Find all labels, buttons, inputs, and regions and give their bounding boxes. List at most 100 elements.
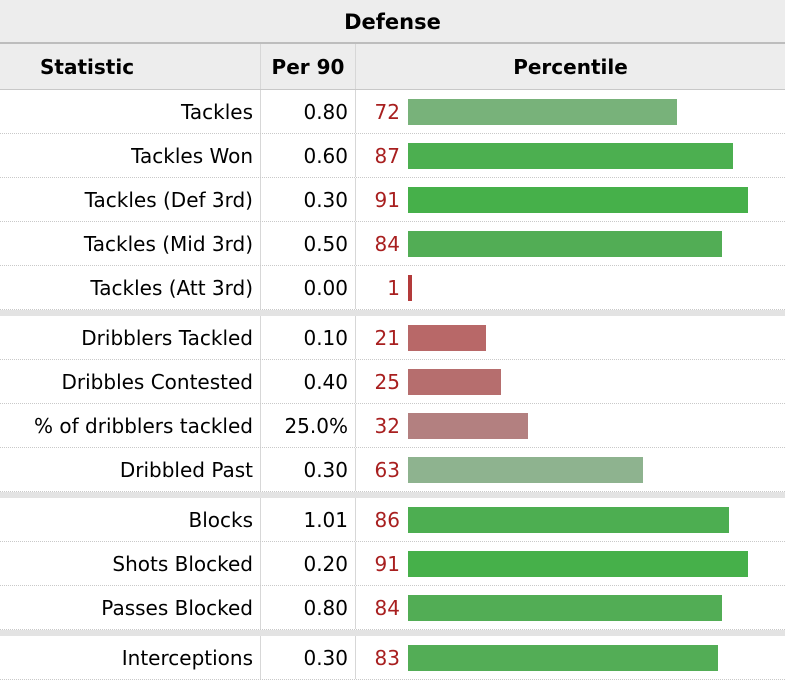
column-header-percentile[interactable]: Percentile bbox=[513, 55, 628, 79]
percentile-cell: 72 bbox=[356, 90, 785, 133]
statistic-label: Tackles (Def 3rd) bbox=[0, 178, 261, 221]
percentile-value: 1 bbox=[387, 276, 400, 300]
percentile-cell: 21 bbox=[356, 316, 785, 359]
table-row: Dribbled Past 0.30 63 bbox=[0, 448, 785, 492]
percentile-bar bbox=[408, 187, 748, 213]
percentile-cell: 86 bbox=[356, 498, 785, 541]
group-separator bbox=[0, 310, 785, 316]
percentile-bar-track bbox=[408, 275, 755, 301]
percentile-value: 84 bbox=[374, 596, 400, 620]
percentile-value: 25 bbox=[374, 370, 400, 394]
statistic-label: Dribblers Tackled bbox=[0, 316, 261, 359]
percentile-cell: 84 bbox=[356, 586, 785, 629]
per90-value: 0.30 bbox=[261, 178, 356, 221]
table-row: Interceptions 0.30 83 bbox=[0, 636, 785, 680]
percentile-bar-track bbox=[408, 413, 755, 439]
percentile-bar-track bbox=[408, 645, 755, 671]
percentile-value: 63 bbox=[374, 458, 400, 482]
percentile-value: 21 bbox=[374, 326, 400, 350]
percentile-value: 84 bbox=[374, 232, 400, 256]
per90-value: 0.10 bbox=[261, 316, 356, 359]
percentile-bar bbox=[408, 99, 677, 125]
group-separator bbox=[0, 492, 785, 498]
table-row: Passes Blocked 0.80 84 bbox=[0, 586, 785, 630]
percentile-value: 91 bbox=[374, 188, 400, 212]
percentile-value: 87 bbox=[374, 144, 400, 168]
table-row: Dribblers Tackled 0.10 21 bbox=[0, 316, 785, 360]
percentile-cell: 32 bbox=[356, 404, 785, 447]
percentile-value: 83 bbox=[374, 646, 400, 670]
per90-value: 0.20 bbox=[261, 542, 356, 585]
table-row: Tackles Won 0.60 87 bbox=[0, 134, 785, 178]
statistic-label: Dribbled Past bbox=[0, 448, 261, 491]
table-row: Tackles (Mid 3rd) 0.50 84 bbox=[0, 222, 785, 266]
percentile-bar bbox=[408, 231, 722, 257]
group-separator bbox=[0, 630, 785, 636]
percentile-bar bbox=[408, 369, 501, 395]
table-row: Dribbles Contested 0.40 25 bbox=[0, 360, 785, 404]
statistic-label: % of dribblers tackled bbox=[0, 404, 261, 447]
per90-value: 0.80 bbox=[261, 586, 356, 629]
table-row: Shots Blocked 0.20 91 bbox=[0, 542, 785, 586]
percentile-bar-track bbox=[408, 143, 755, 169]
per90-value: 0.30 bbox=[261, 448, 356, 491]
percentile-bar-track bbox=[408, 369, 755, 395]
column-header-statistic[interactable]: Statistic bbox=[0, 44, 261, 89]
table-title: Defense bbox=[0, 0, 785, 44]
table-body: Tackles 0.80 72 Tackles Won 0.60 87 Tackles (D… bbox=[0, 90, 785, 680]
column-header-per90[interactable]: Per 90 bbox=[261, 44, 356, 89]
percentile-bar bbox=[408, 645, 718, 671]
statistic-label: Interceptions bbox=[0, 636, 261, 679]
percentile-bar-track bbox=[408, 231, 755, 257]
statistic-label: Blocks bbox=[0, 498, 261, 541]
per90-value: 0.30 bbox=[261, 636, 356, 679]
table-row: Tackles (Att 3rd) 0.00 1 bbox=[0, 266, 785, 310]
percentile-value: 86 bbox=[374, 508, 400, 532]
percentile-bar bbox=[408, 413, 528, 439]
percentile-bar bbox=[408, 325, 486, 351]
percentile-bar-track bbox=[408, 595, 755, 621]
percentile-bar bbox=[408, 143, 733, 169]
table-row: % of dribblers tackled 25.0% 32 bbox=[0, 404, 785, 448]
percentile-bar bbox=[408, 507, 729, 533]
per90-value: 0.40 bbox=[261, 360, 356, 403]
percentile-bar-track bbox=[408, 551, 755, 577]
percentile-cell: 91 bbox=[356, 542, 785, 585]
percentile-cell: 87 bbox=[356, 134, 785, 177]
percentile-bar bbox=[408, 457, 643, 483]
percentile-cell: 91 bbox=[356, 178, 785, 221]
per90-value: 25.0% bbox=[261, 404, 356, 447]
percentile-bar-track bbox=[408, 507, 755, 533]
percentile-cell: 25 bbox=[356, 360, 785, 403]
statistic-label: Passes Blocked bbox=[0, 586, 261, 629]
percentile-value: 91 bbox=[374, 552, 400, 576]
percentile-bar-track bbox=[408, 325, 755, 351]
percentile-bar-track bbox=[408, 187, 755, 213]
statistic-label: Tackles (Att 3rd) bbox=[0, 266, 261, 309]
statistic-label: Dribbles Contested bbox=[0, 360, 261, 403]
table-row: Blocks 1.01 86 bbox=[0, 498, 785, 542]
percentile-bar bbox=[408, 551, 748, 577]
per90-value: 0.50 bbox=[261, 222, 356, 265]
percentile-cell: 83 bbox=[356, 636, 785, 679]
statistic-label: Tackles (Mid 3rd) bbox=[0, 222, 261, 265]
percentile-bar-track bbox=[408, 457, 755, 483]
percentile-cell: 1 bbox=[356, 266, 785, 309]
table-header: Statistic Per 90 Percentile bbox=[0, 44, 785, 90]
percentile-value: 72 bbox=[374, 100, 400, 124]
percentile-bar-track bbox=[408, 99, 755, 125]
per90-value: 0.00 bbox=[261, 266, 356, 309]
table-row: Tackles 0.80 72 bbox=[0, 90, 785, 134]
percentile-value: 32 bbox=[374, 414, 400, 438]
per90-value: 0.60 bbox=[261, 134, 356, 177]
per90-value: 0.80 bbox=[261, 90, 356, 133]
percentile-bar bbox=[408, 275, 412, 301]
statistic-label: Tackles Won bbox=[0, 134, 261, 177]
table-row: Tackles (Def 3rd) 0.30 91 bbox=[0, 178, 785, 222]
statistic-label: Shots Blocked bbox=[0, 542, 261, 585]
per90-value: 1.01 bbox=[261, 498, 356, 541]
percentile-cell: 84 bbox=[356, 222, 785, 265]
statistic-label: Tackles bbox=[0, 90, 261, 133]
percentile-bar bbox=[408, 595, 722, 621]
percentile-cell: 63 bbox=[356, 448, 785, 491]
